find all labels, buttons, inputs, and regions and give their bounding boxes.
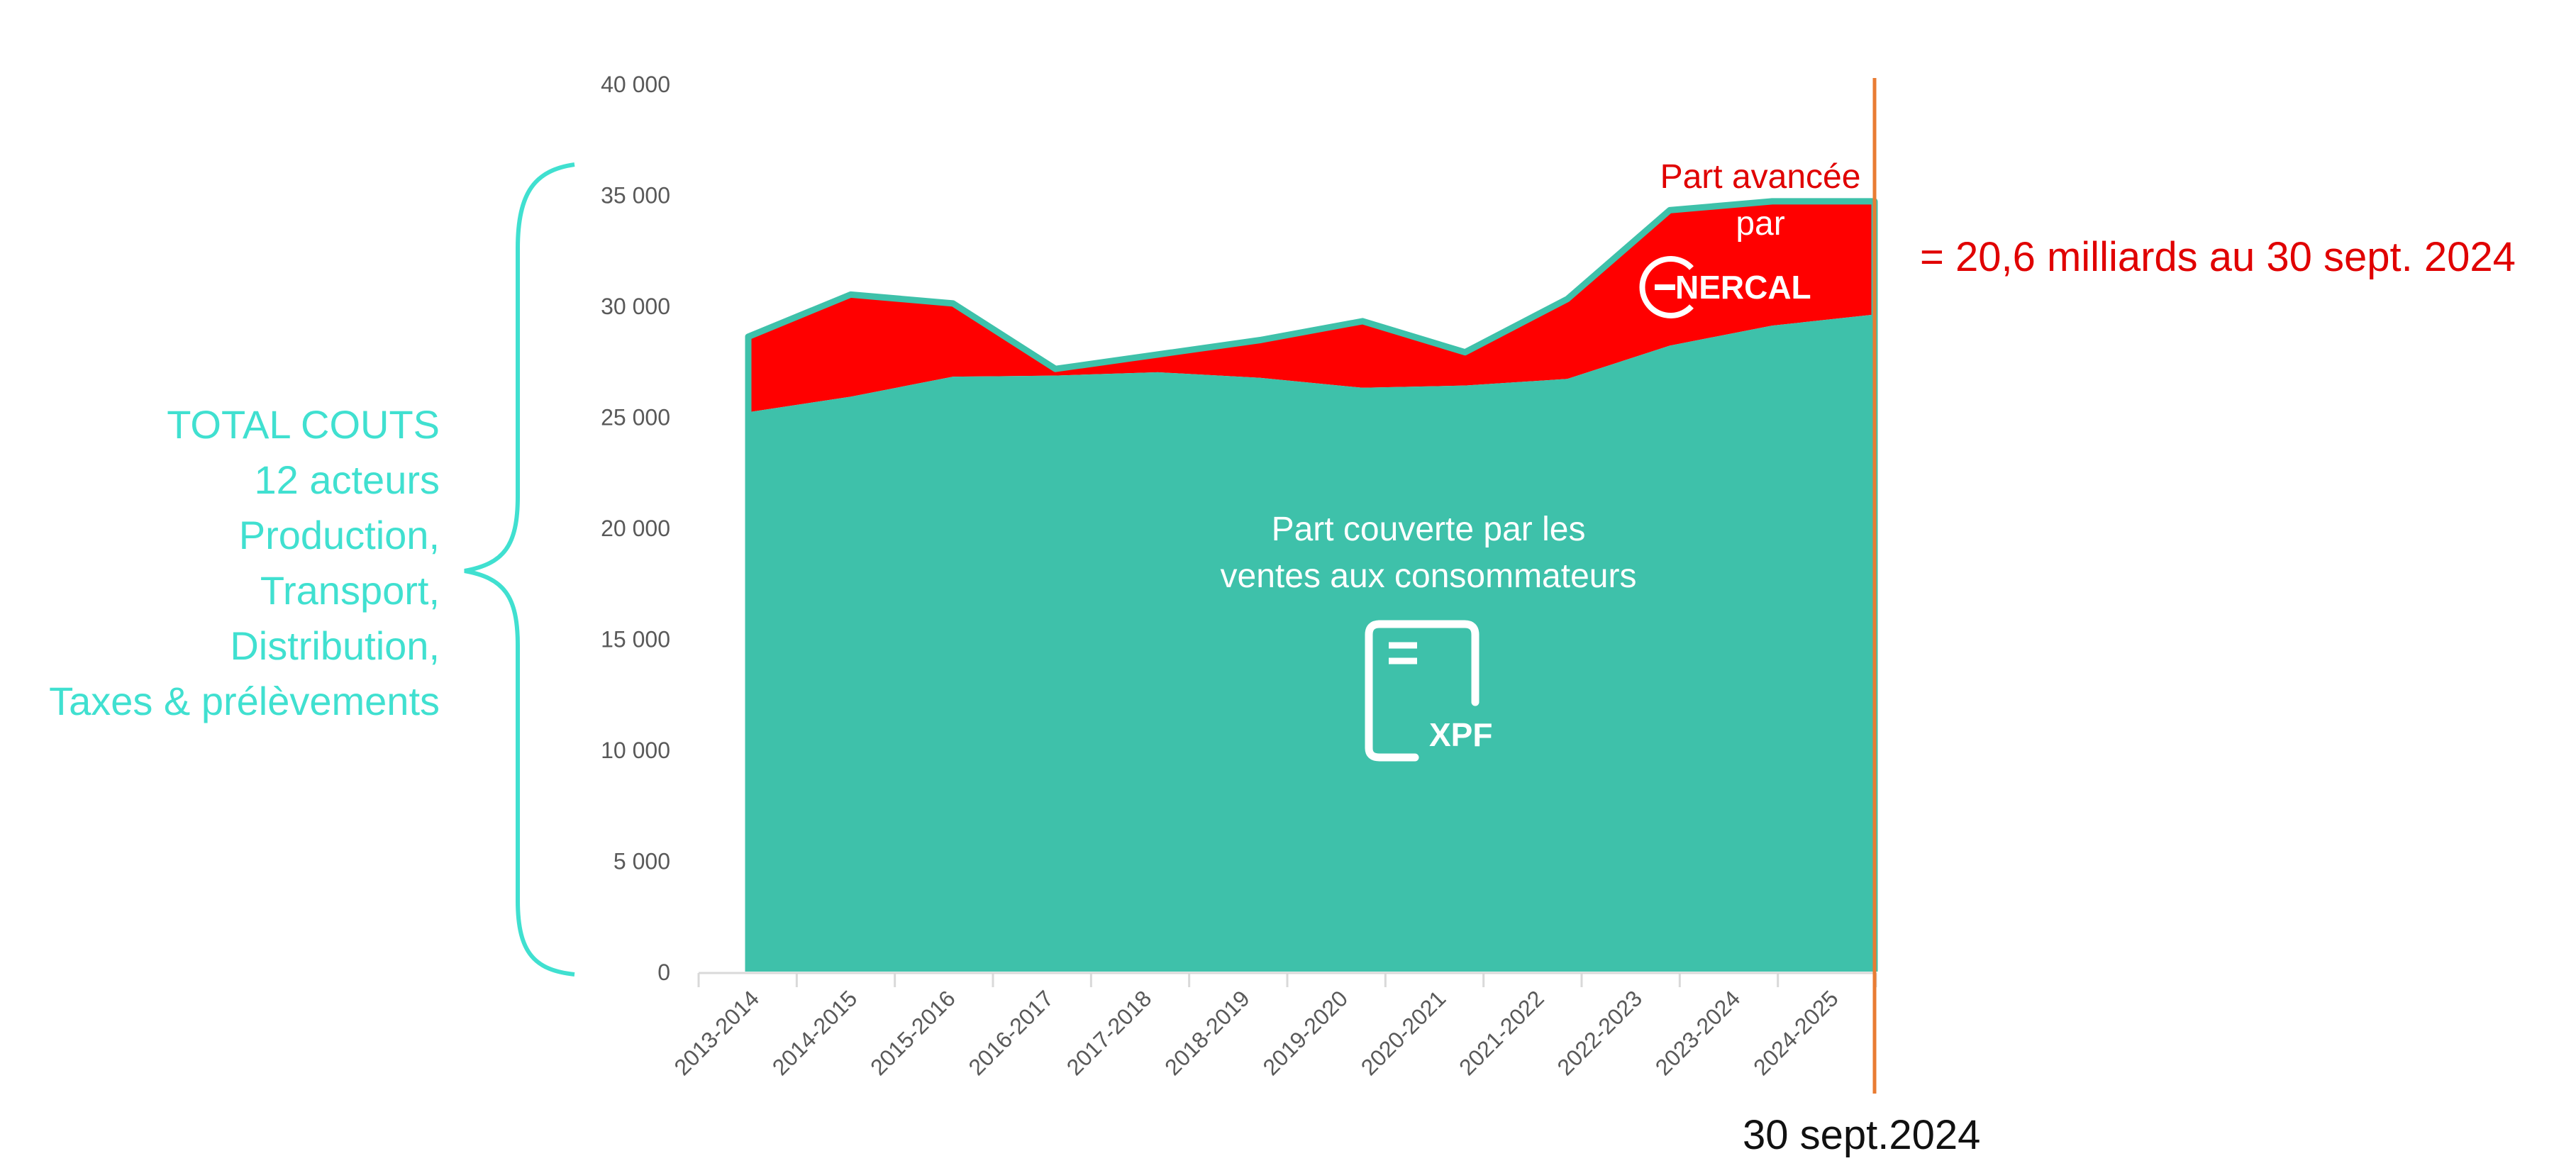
y-tick-label: 15 000 [601, 627, 670, 652]
x-tick-label: 2018-2019 [1160, 985, 1255, 1080]
enercal-logo: NERCAL [1639, 256, 1811, 318]
y-tick-label: 10 000 [601, 738, 670, 763]
total-costs-line: Transport, [260, 568, 440, 613]
y-tick-label: 30 000 [601, 294, 670, 319]
y-tick-label: 5 000 [614, 849, 670, 874]
xpf-document-icon: XPF [1365, 620, 1492, 762]
total-costs-line: Taxes & prélèvements [49, 679, 440, 723]
x-tick-label: 2020-2021 [1356, 985, 1451, 1080]
x-tick-label: 2013-2014 [669, 985, 764, 1080]
x-tick-label: 2016-2017 [963, 985, 1058, 1080]
y-axis: 0 5 000 10 000 15 000 20 000 25 000 30 000 35 0… [601, 72, 670, 985]
y-tick-label: 0 [657, 960, 670, 985]
total-costs-line: Production, [238, 513, 440, 557]
x-tick-label: 2024-2025 [1748, 985, 1843, 1080]
xpf-label: XPF [1429, 716, 1492, 753]
enercal-logo-text: NERCAL [1675, 269, 1811, 306]
x-tick-label: 2022-2023 [1552, 985, 1647, 1080]
advanced-total-note: = 20,6 milliards au 30 sept. 2024 [1920, 234, 2516, 280]
x-tick-label: 2021-2022 [1454, 985, 1549, 1080]
advanced-part-label-line2: par [1736, 205, 1784, 243]
left-brace [464, 162, 575, 977]
y-tick-label: 35 000 [601, 183, 670, 209]
x-tick-label: 2014-2015 [767, 985, 862, 1080]
total-costs-line: TOTAL COUTS [167, 402, 440, 447]
total-costs-line: Distribution, [230, 623, 440, 668]
total-costs-line: 12 acteurs [254, 457, 440, 502]
x-axis: 2013-2014 2014-2015 2015-2016 2016-2017 2017… [669, 972, 1877, 1080]
y-tick-label: 20 000 [601, 516, 670, 541]
series-advanced-area [748, 201, 1875, 413]
x-tick-label: 2019-2020 [1258, 985, 1353, 1080]
advanced-part-label-line1: Part avancée [1660, 158, 1861, 196]
total-costs-label: TOTAL COUTS 12 acteurs Production, Trans… [0, 397, 440, 729]
series-covered-area [748, 314, 1875, 972]
y-tick-label: 40 000 [601, 72, 670, 97]
x-tick-label: 2017-2018 [1062, 985, 1157, 1080]
x-tick-label: 2023-2024 [1650, 985, 1745, 1080]
plot-area [745, 198, 1878, 972]
covered-part-label-line2: ventes aux consommateurs [1221, 557, 1637, 595]
total-outline [745, 198, 1878, 972]
covered-part-label-line1: Part couverte par les [1272, 511, 1586, 548]
cutoff-date-label: 30 sept.2024 [1743, 1112, 1980, 1158]
y-tick-label: 25 000 [601, 405, 670, 430]
x-tick-label: 2015-2016 [865, 985, 960, 1080]
